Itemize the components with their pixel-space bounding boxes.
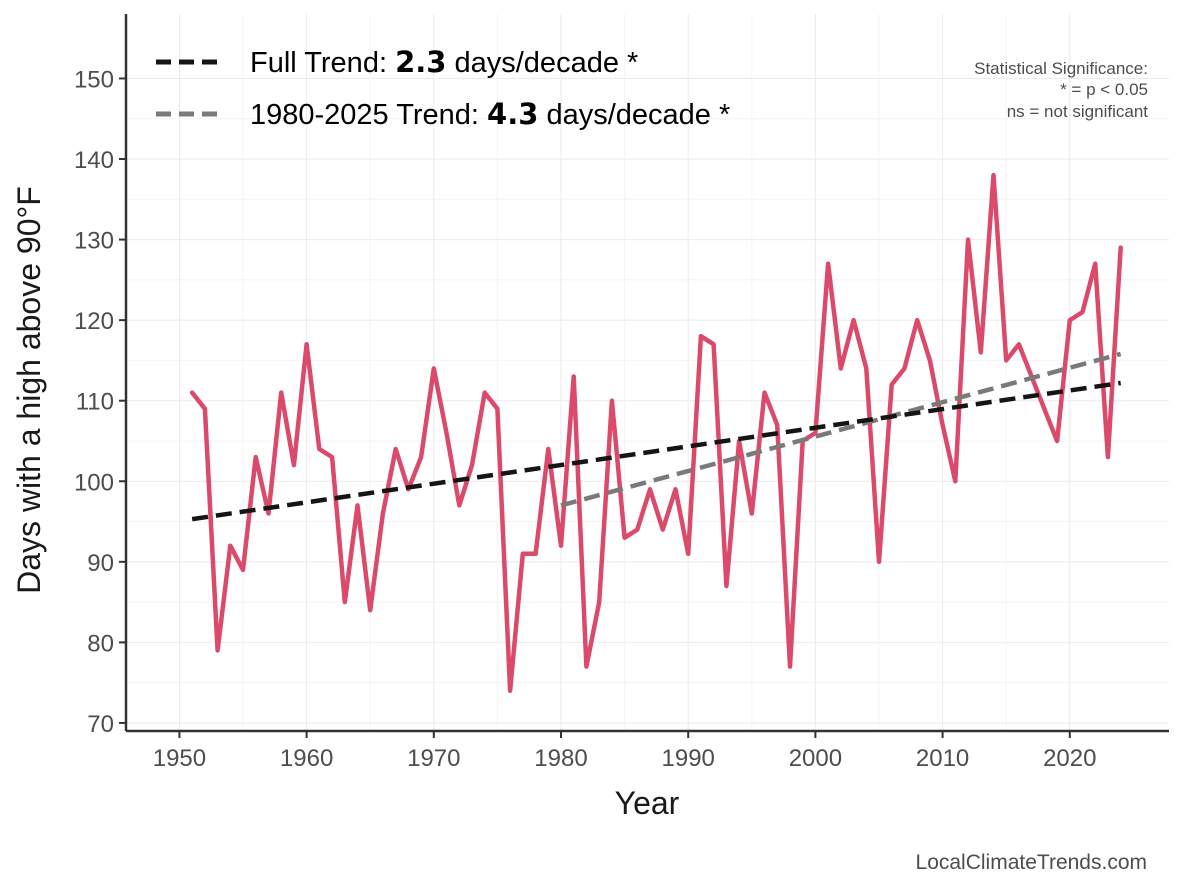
legend-recent-trend-prefix: 1980-2025 Trend: bbox=[250, 99, 487, 131]
recent-trend-line bbox=[560, 351, 1122, 508]
y-tick-label-100: 100 bbox=[74, 469, 114, 496]
y-tick-label-120: 120 bbox=[74, 308, 114, 335]
x-tick-label-1970: 1970 bbox=[407, 745, 460, 772]
y-tick-label-70: 70 bbox=[87, 711, 114, 738]
trend-lines bbox=[191, 351, 1122, 522]
legend-full-trend-suffix: days/decade * bbox=[446, 47, 638, 79]
legend-full-trend-label: Full Trend: 2.3 days/decade * bbox=[250, 45, 638, 79]
x-axis-title: Year bbox=[615, 785, 680, 821]
x-gridlines bbox=[178, 14, 1071, 731]
full-trend-line bbox=[191, 380, 1121, 522]
significance-title: Statistical Significance: bbox=[974, 59, 1148, 78]
x-tick-label-1980: 1980 bbox=[534, 745, 587, 772]
legend-full-trend-prefix: Full Trend: bbox=[250, 47, 395, 79]
credit-text: LocalClimateTrends.com bbox=[916, 851, 1147, 874]
y-tick-label-80: 80 bbox=[87, 630, 114, 657]
legend-recent-trend-suffix: days/decade * bbox=[538, 99, 730, 131]
y-tick-label-130: 130 bbox=[74, 228, 114, 255]
y-tick-label-90: 90 bbox=[87, 550, 114, 577]
legend-recent-trend-label: 1980-2025 Trend: 4.3 days/decade * bbox=[250, 97, 730, 131]
x-tick-label-1960: 1960 bbox=[280, 745, 333, 772]
x-tick-label-1950: 1950 bbox=[153, 745, 206, 772]
series-line-0 bbox=[189, 172, 1123, 693]
x-tick-label-2000: 2000 bbox=[789, 745, 842, 772]
significance-line-2: ns = not significant bbox=[1007, 102, 1149, 121]
data-series bbox=[189, 172, 1123, 693]
significance-line-1: * = p < 0.05 bbox=[1060, 80, 1148, 99]
x-tick-label-2020: 2020 bbox=[1043, 745, 1096, 772]
x-tick-label-1990: 1990 bbox=[662, 745, 715, 772]
legend: Full Trend: 2.3 days/decade * 1980-2025 … bbox=[156, 45, 730, 131]
x-tick-label-2010: 2010 bbox=[916, 745, 969, 772]
legend-recent-trend-value: 4.3 bbox=[487, 97, 538, 131]
y-axis-title: Days with a high above 90°F bbox=[11, 186, 47, 594]
y-gridlines bbox=[126, 77, 1169, 724]
y-axis-ticks: 70 80 90 100 110 120 130 140 150 bbox=[74, 66, 126, 738]
x-axis-ticks: 1950 1960 1970 1980 1990 2000 2010 2020 bbox=[153, 731, 1096, 772]
significance-note: Statistical Significance: * = p < 0.05 n… bbox=[974, 59, 1148, 121]
y-tick-label-140: 140 bbox=[74, 147, 114, 174]
y-tick-label-150: 150 bbox=[74, 66, 114, 93]
legend-full-trend-value: 2.3 bbox=[395, 45, 446, 79]
y-tick-label-110: 110 bbox=[76, 389, 114, 416]
